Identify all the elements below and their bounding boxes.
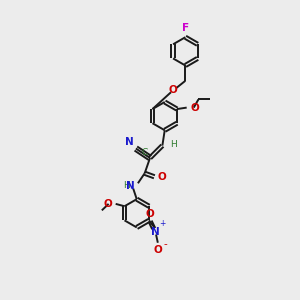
Text: N: N bbox=[126, 181, 134, 190]
Text: O: O bbox=[158, 172, 167, 182]
Text: O: O bbox=[103, 199, 112, 209]
Text: O: O bbox=[190, 103, 199, 112]
Text: O: O bbox=[169, 85, 177, 95]
Text: -: - bbox=[163, 239, 167, 249]
Text: H: H bbox=[171, 140, 177, 148]
Text: O: O bbox=[153, 244, 162, 254]
Text: N: N bbox=[125, 137, 134, 147]
Text: +: + bbox=[160, 219, 166, 228]
Text: O: O bbox=[146, 209, 154, 219]
Text: F: F bbox=[182, 23, 189, 33]
Text: H: H bbox=[123, 181, 130, 190]
Text: C: C bbox=[141, 148, 148, 157]
Text: N: N bbox=[151, 226, 160, 237]
